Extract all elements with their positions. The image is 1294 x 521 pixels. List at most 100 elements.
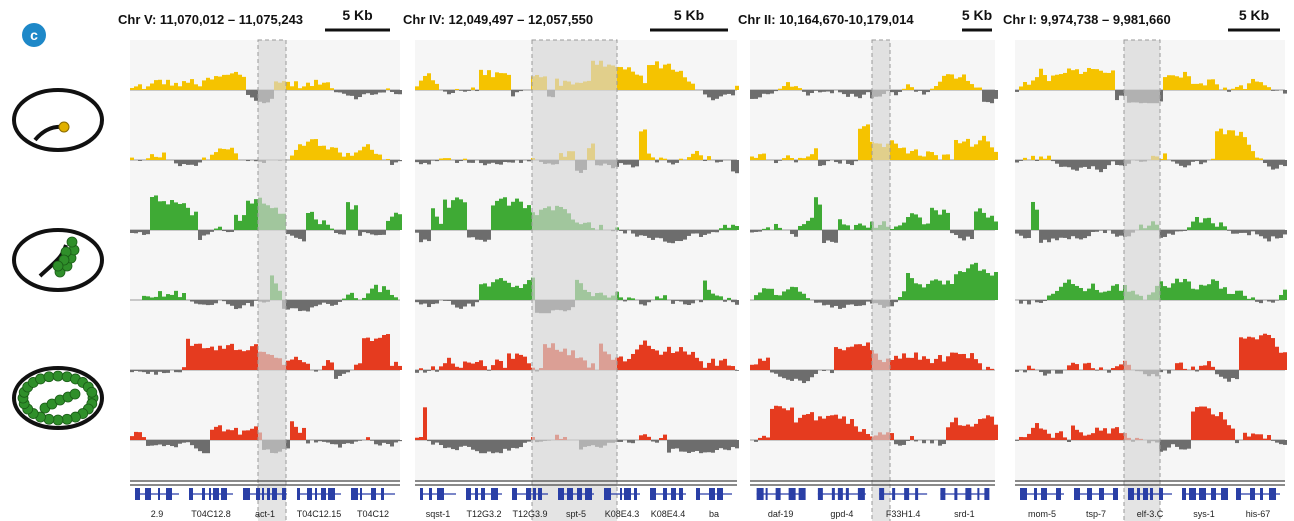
signal-bar bbox=[1283, 160, 1287, 167]
signal-bar bbox=[1243, 88, 1247, 90]
signal-bar bbox=[394, 440, 398, 443]
signal-bar bbox=[906, 273, 910, 300]
signal-bar bbox=[942, 209, 946, 230]
signal-bar bbox=[447, 357, 451, 370]
genome-browser-panel: Chr V: 11,070,012 – 11,075,243 5 Kb 2.9 T04… bbox=[118, 7, 402, 521]
signal-bar bbox=[362, 230, 366, 233]
signal-bar bbox=[302, 300, 306, 311]
gene-exon bbox=[1020, 488, 1027, 500]
signal-bar bbox=[1211, 279, 1215, 300]
l1-larva-signal-track bbox=[1015, 333, 1287, 382]
signal-bar bbox=[1031, 427, 1035, 440]
signal-bar bbox=[627, 160, 631, 165]
signal-bar bbox=[818, 300, 822, 303]
signal-bar bbox=[695, 440, 699, 451]
signal-bar bbox=[1103, 230, 1107, 234]
signal-bar bbox=[483, 230, 487, 242]
signal-bar bbox=[663, 351, 667, 370]
signal-bar bbox=[1271, 230, 1275, 237]
signal-bar bbox=[190, 440, 194, 446]
signal-bar bbox=[926, 223, 930, 230]
signal-bar bbox=[427, 440, 431, 442]
signal-bar bbox=[950, 352, 954, 370]
signal-bar bbox=[342, 156, 346, 160]
genome-browser-panel: Chr II: 10,164,670-10,179,014 5 Kb daf-19 g… bbox=[738, 7, 998, 521]
signal-bar bbox=[194, 343, 198, 370]
gene-exon bbox=[1056, 488, 1061, 500]
signal-bar bbox=[655, 61, 659, 90]
signal-bar bbox=[719, 296, 723, 300]
signal-bar bbox=[294, 230, 298, 238]
signal-bar bbox=[1167, 287, 1171, 300]
signal-bar bbox=[495, 359, 499, 370]
two-fold-embryo-signal-track bbox=[750, 197, 998, 244]
signal-bar bbox=[246, 300, 250, 304]
signal-bar bbox=[234, 214, 238, 230]
signal-bar bbox=[302, 362, 306, 370]
signal-bar bbox=[1063, 282, 1067, 300]
signal-bar bbox=[778, 160, 782, 161]
signal-bar bbox=[218, 148, 222, 160]
signal-bar bbox=[342, 90, 346, 94]
gene-label: T04C12.15 bbox=[297, 509, 342, 519]
gene-model: daf-19 bbox=[756, 488, 806, 519]
signal-bar bbox=[1043, 429, 1047, 440]
signal-bar bbox=[1167, 75, 1171, 90]
signal-bar bbox=[146, 158, 150, 160]
signal-bar bbox=[970, 353, 974, 370]
scale-bar-label: 5 Kb bbox=[674, 7, 704, 23]
signal-bar bbox=[142, 88, 146, 90]
signal-bar bbox=[499, 278, 503, 300]
signal-bar bbox=[322, 365, 326, 370]
signal-bar bbox=[471, 300, 475, 307]
signal-bar bbox=[471, 160, 475, 163]
signal-bar bbox=[1167, 440, 1171, 448]
gene-exon bbox=[328, 488, 335, 500]
signal-bar bbox=[954, 230, 958, 235]
signal-bar bbox=[382, 286, 386, 300]
signal-bar bbox=[1075, 230, 1079, 239]
signal-bar bbox=[834, 230, 838, 243]
signal-bar bbox=[150, 440, 154, 446]
signal-bar bbox=[1227, 293, 1231, 300]
gene-model: K08E4.4 bbox=[650, 488, 686, 519]
signal-bar bbox=[519, 201, 523, 230]
signal-bar bbox=[958, 143, 962, 160]
signal-bar bbox=[330, 147, 334, 160]
signal-bar bbox=[1275, 440, 1279, 443]
signal-bar bbox=[958, 425, 962, 440]
signal-bar bbox=[451, 440, 455, 450]
signal-bar bbox=[790, 286, 794, 300]
signal-bar bbox=[158, 79, 162, 90]
gene-exon bbox=[1137, 488, 1140, 500]
signal-bar bbox=[459, 90, 463, 91]
signal-bar bbox=[922, 356, 926, 370]
signal-bar bbox=[1255, 230, 1259, 235]
signal-bar bbox=[1055, 432, 1059, 440]
signal-bar bbox=[338, 370, 342, 376]
signal-bar bbox=[798, 417, 802, 440]
signal-bar bbox=[310, 139, 314, 160]
signal-bar bbox=[242, 215, 246, 230]
signal-bar bbox=[990, 416, 994, 440]
signal-bar bbox=[675, 71, 679, 90]
signal-bar bbox=[842, 224, 846, 230]
gene-exon bbox=[604, 488, 611, 500]
signal-bar bbox=[154, 80, 158, 90]
gene-label: T12G3.2 bbox=[466, 509, 501, 519]
signal-bar bbox=[1095, 289, 1099, 300]
signal-bar bbox=[826, 90, 830, 92]
signal-bar bbox=[898, 440, 902, 446]
signal-bar bbox=[202, 300, 206, 305]
signal-bar bbox=[451, 300, 455, 305]
signal-bar bbox=[910, 278, 914, 300]
signal-bar bbox=[1215, 416, 1219, 440]
signal-bar bbox=[1247, 144, 1251, 160]
signal-bar bbox=[727, 297, 731, 300]
signal-bar bbox=[950, 422, 954, 440]
signal-bar bbox=[350, 292, 354, 300]
signal-bar bbox=[1035, 209, 1039, 230]
signal-bar bbox=[1267, 300, 1271, 302]
signal-bar bbox=[250, 346, 254, 370]
signal-bar bbox=[523, 356, 527, 370]
